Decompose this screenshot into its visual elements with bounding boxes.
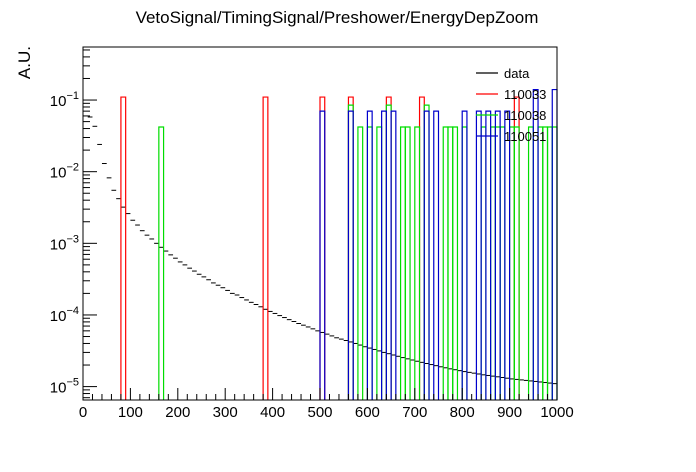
bin-110051 bbox=[390, 110, 397, 400]
bin-110051 bbox=[433, 110, 440, 400]
y-tick-label: 10−5 bbox=[50, 377, 79, 397]
legend-label-data: data bbox=[504, 66, 530, 81]
y-tick-label: 10−3 bbox=[50, 233, 79, 253]
bin-110033 bbox=[262, 96, 269, 400]
x-tick-label: 500 bbox=[307, 404, 332, 421]
legend-label-110033: 110033 bbox=[504, 87, 546, 102]
x-tick-label: 600 bbox=[355, 404, 380, 421]
bin-110051 bbox=[381, 110, 387, 400]
bin-110051 bbox=[532, 88, 539, 400]
bin-110051 bbox=[494, 110, 501, 400]
y-tick-label: 10−1 bbox=[50, 90, 79, 110]
series-layer bbox=[87, 88, 558, 400]
bin-110051 bbox=[485, 110, 492, 400]
legend-label-110038: 110038 bbox=[504, 108, 546, 123]
legend-label-110051: 110051 bbox=[504, 129, 546, 144]
bin-110051 bbox=[366, 110, 373, 400]
x-tick-label: 900 bbox=[497, 404, 522, 421]
bin-110038 bbox=[414, 126, 421, 400]
x-tick-label: 400 bbox=[260, 404, 285, 421]
x-tick-label: 0 bbox=[79, 404, 87, 421]
legend: data 110033 110038 110051 bbox=[476, 66, 546, 144]
y-axis-label: A.U. bbox=[15, 46, 34, 79]
x-tick-label: 200 bbox=[165, 404, 190, 421]
bin-110051 bbox=[319, 110, 326, 400]
bin-110038 bbox=[452, 126, 459, 400]
bin-110038 bbox=[513, 126, 520, 400]
x-tick-label: 800 bbox=[450, 404, 475, 421]
x-tick-label: 100 bbox=[118, 404, 143, 421]
x-tick-label: 300 bbox=[213, 404, 238, 421]
x-tick-label: 700 bbox=[402, 404, 427, 421]
bin-110051 bbox=[504, 110, 511, 400]
chart-title: VetoSignal/TimingSignal/Preshower/Energy… bbox=[136, 8, 539, 27]
bin-110033 bbox=[120, 96, 127, 400]
x-tick-label: 1000 bbox=[540, 404, 573, 421]
bin-110038 bbox=[158, 126, 165, 400]
bin-110038 bbox=[404, 126, 411, 400]
bin-110051 bbox=[461, 110, 468, 400]
y-tick-label: 10−4 bbox=[50, 305, 79, 325]
axes-layer: 0 100 200 300 400 500 600 700 800 900 1000 10−5 10−4… bbox=[50, 46, 574, 421]
bin-110051 bbox=[475, 110, 482, 400]
bin-110051 bbox=[423, 110, 430, 400]
bin-110051 bbox=[347, 110, 354, 400]
series-data bbox=[87, 116, 557, 385]
y-tick-label: 10−2 bbox=[50, 162, 79, 182]
bin-110038 bbox=[357, 126, 364, 400]
